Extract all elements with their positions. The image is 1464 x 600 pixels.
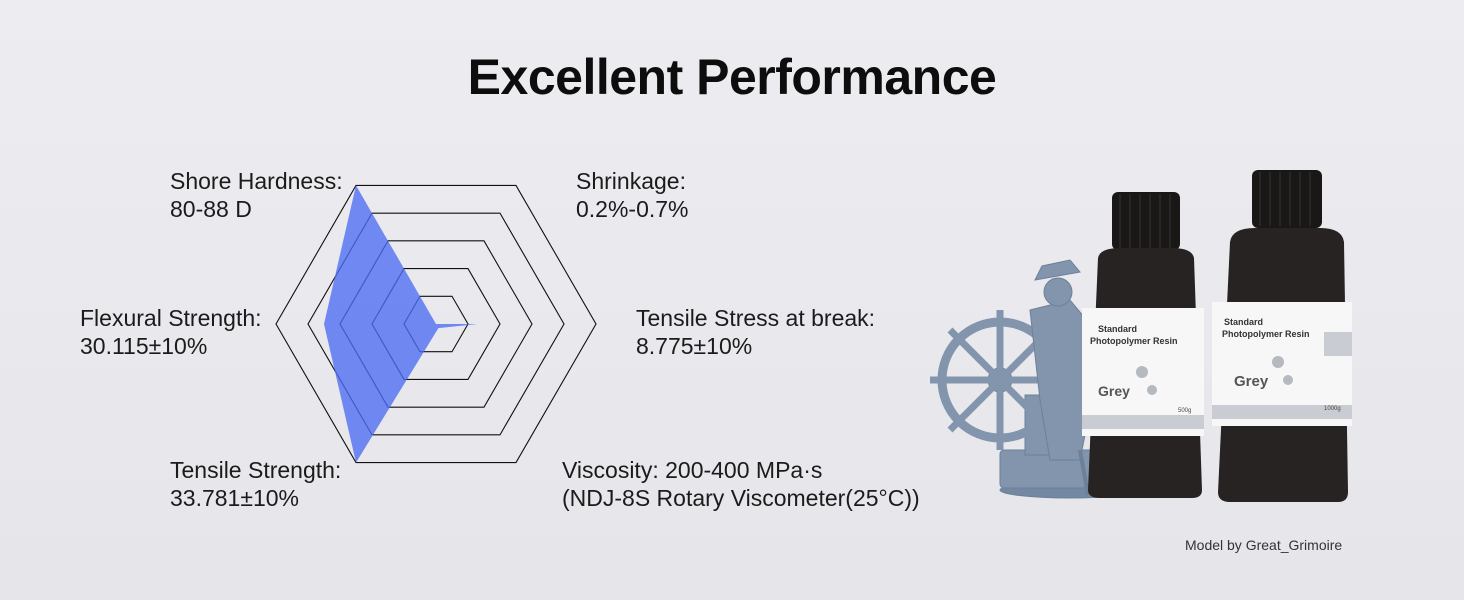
label-shrinkage: Shrinkage: 0.2%-0.7% [576, 168, 689, 222]
bottle-large-line2: Photopolymer Resin [1222, 329, 1310, 339]
bottle-small-line1: Standard [1098, 324, 1137, 334]
label-tensile-strength: Tensile Strength: 33.781±10% [170, 457, 342, 511]
bottle-large-line1: Standard [1224, 317, 1263, 327]
label-shore-hardness: Shore Hardness: 80-88 D [170, 168, 343, 222]
label-tensile-stress: Tensile Stress at break: 8.775±10% [636, 305, 876, 359]
radar-ring [275, 184, 597, 464]
bottle-small-line2: Photopolymer Resin [1090, 336, 1178, 346]
label-flexural-strength: Flexural Strength: 30.115±10% [80, 305, 262, 359]
radar-ring [307, 212, 565, 436]
bottle-large-color: Grey [1234, 373, 1269, 390]
resin-bottle-500g-image: Standard Photopolymer Resin Grey 500g [1082, 192, 1204, 498]
resin-bottle-1000g-image: Standard Photopolymer Resin Grey 1000g [1212, 170, 1352, 502]
bottle-large-weight: 1000g [1324, 406, 1341, 412]
product-illustration: Standard Photopolymer Resin Grey 500g St… [930, 170, 1352, 502]
label-viscosity: Viscosity: 200-400 MPa·s (NDJ-8S Rotary V… [562, 457, 920, 511]
model-credit: Model by Great_Grimoire [1185, 537, 1343, 553]
radar-data-area [324, 185, 478, 463]
bottle-small-weight: 500g [1178, 408, 1191, 414]
page-title: Excellent Performance [467, 49, 997, 105]
bottle-small-color: Grey [1098, 383, 1130, 399]
